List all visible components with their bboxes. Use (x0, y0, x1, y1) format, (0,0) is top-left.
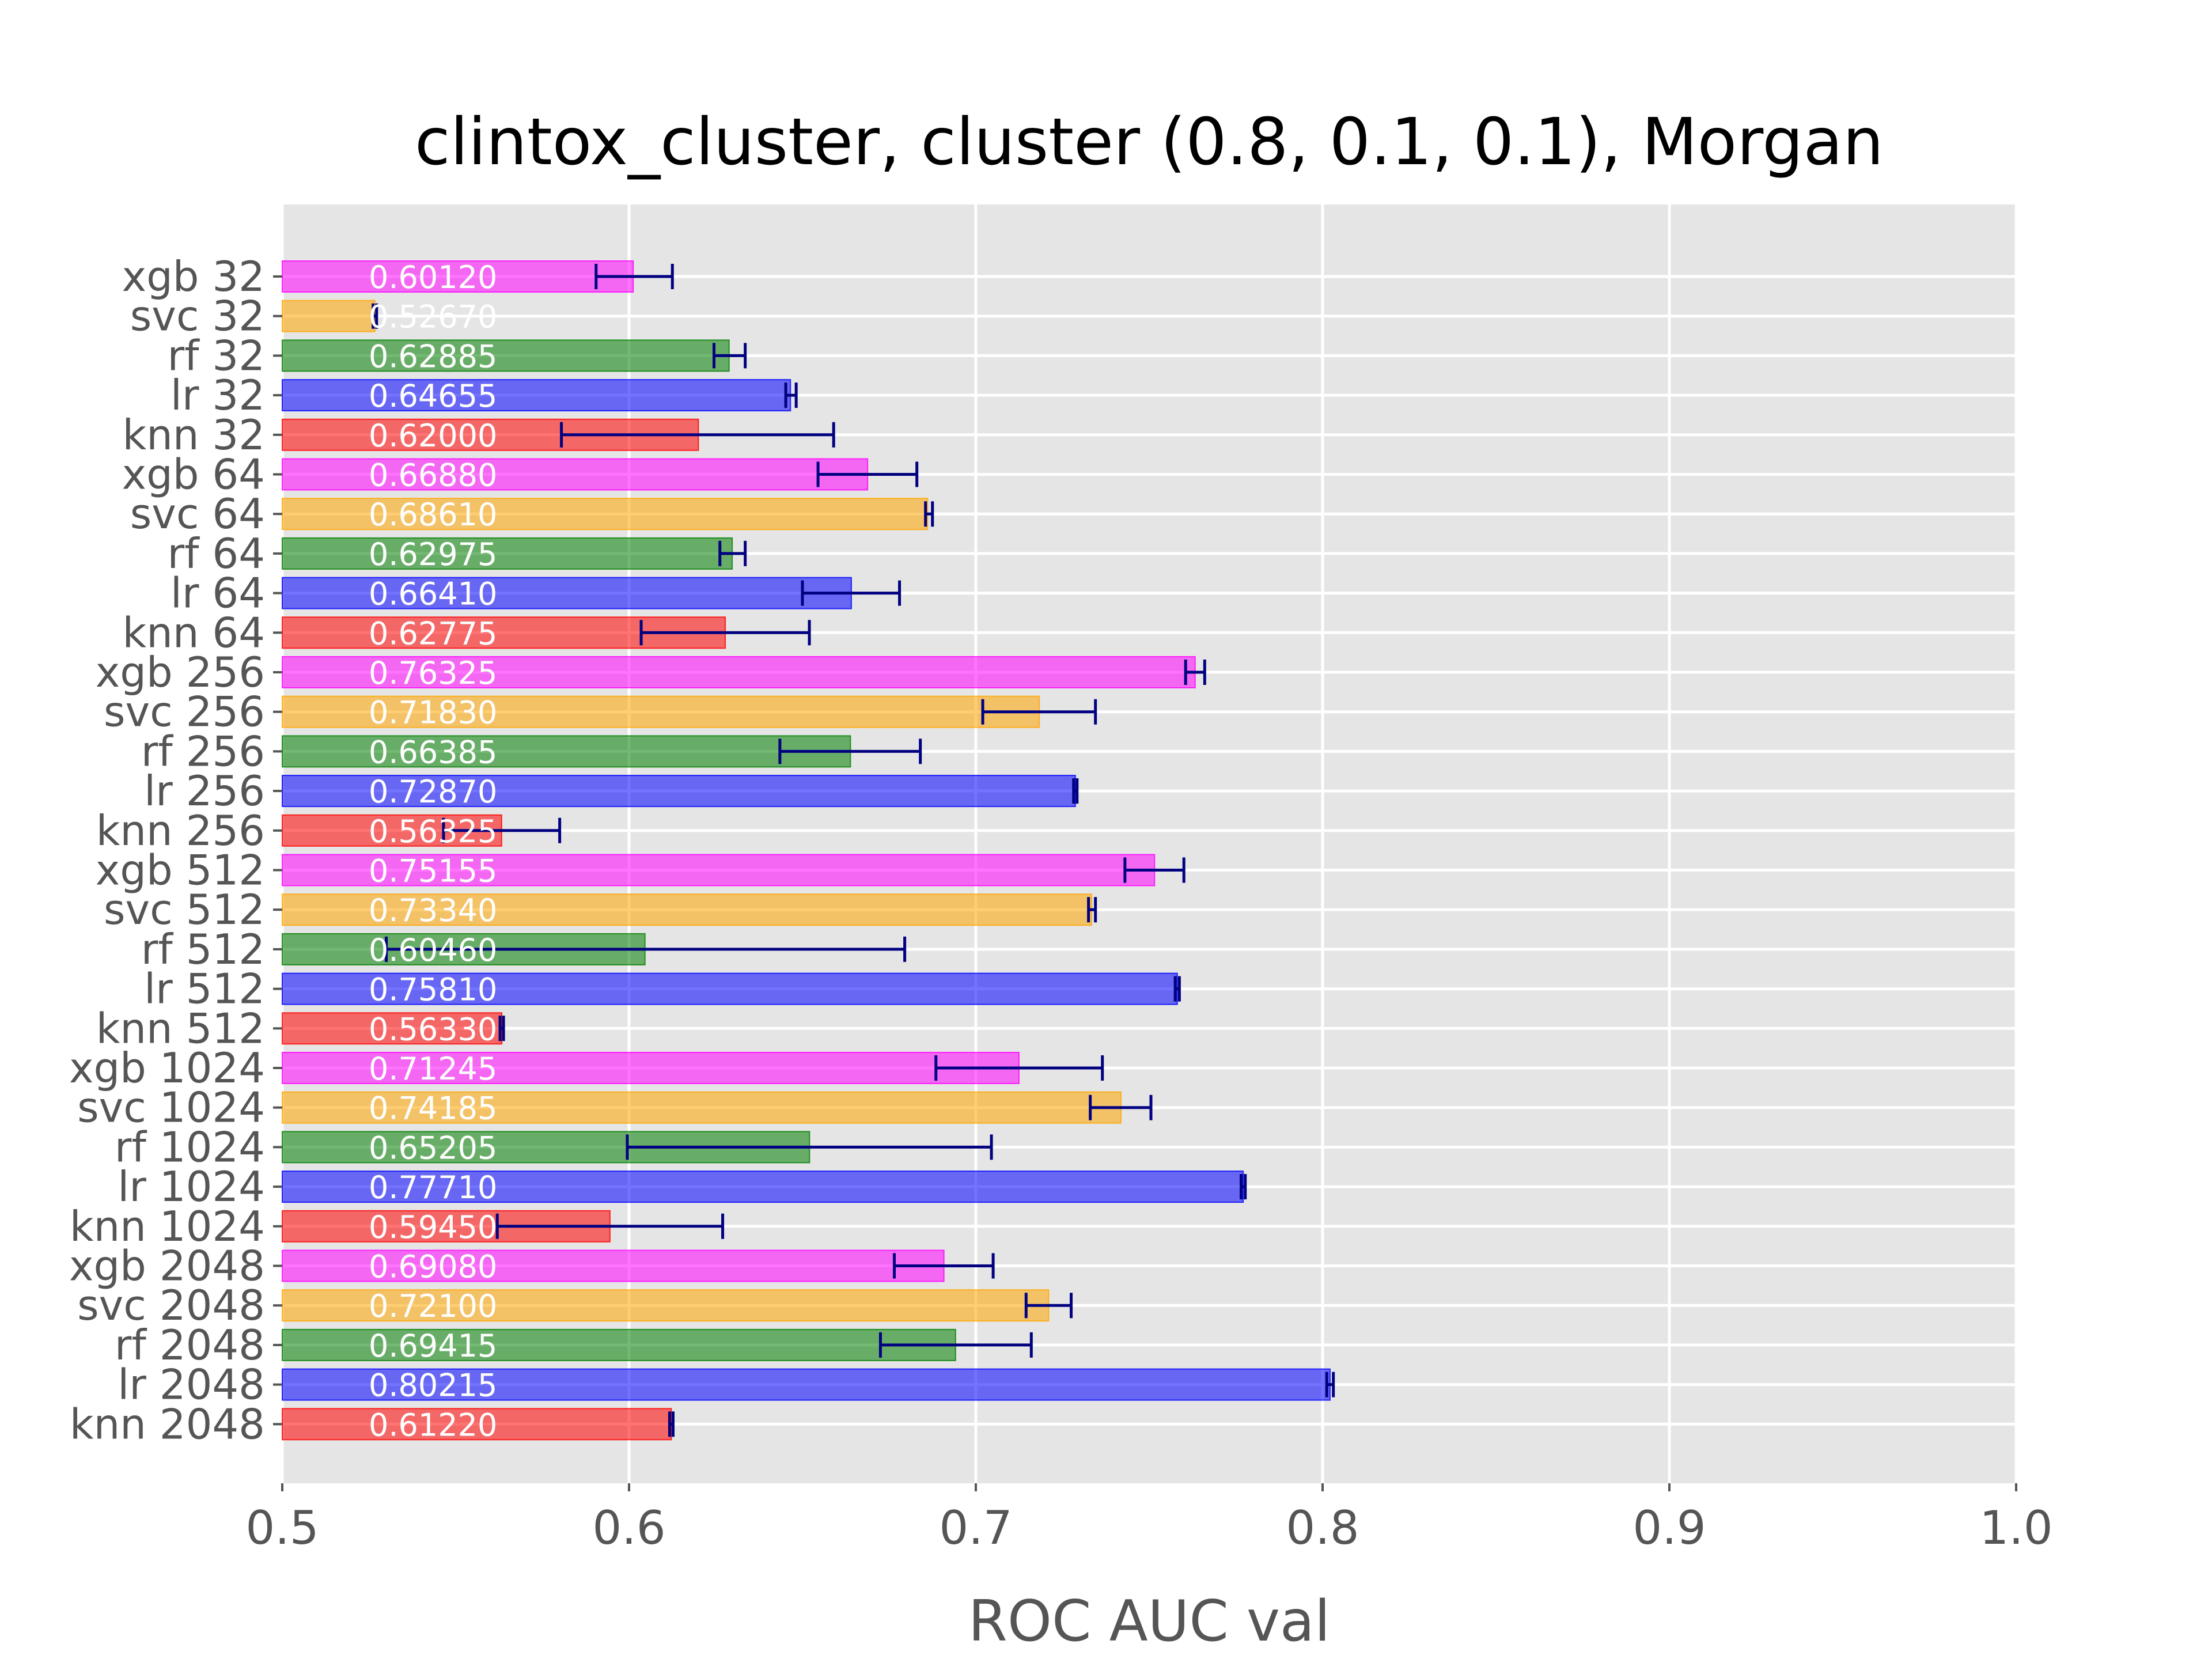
chart-title: clintox_cluster, cluster (0.8, 0.1, 0.1)… (415, 105, 1884, 180)
bar-xgb-512 (282, 854, 1156, 887)
y-tick-label: knn 1024 (70, 1202, 265, 1251)
bar-value-label: 0.75810 (369, 972, 497, 1008)
bar-lr-256 (282, 775, 1076, 808)
bar-value-label: 0.52670 (369, 299, 497, 335)
y-tick-label: svc 32 (130, 292, 265, 340)
y-tick-label: xgb 1024 (69, 1044, 265, 1092)
bar-value-label: 0.69080 (369, 1249, 497, 1285)
y-tick-label: lr 64 (171, 569, 265, 618)
bar-lr-32 (282, 379, 791, 412)
bar-rf-64 (282, 537, 733, 570)
y-tick-label: rf 1024 (115, 1123, 265, 1171)
y-tick-label: rf 512 (141, 925, 265, 974)
bar-value-label: 0.60460 (369, 932, 497, 968)
bar-value-label: 0.71830 (369, 695, 497, 731)
bar-value-label: 0.61220 (369, 1407, 497, 1443)
bar-value-label: 0.72100 (369, 1288, 497, 1324)
bar-value-label: 0.66385 (369, 734, 497, 770)
y-tick-label: xgb 256 (96, 648, 265, 696)
bar-value-label: 0.62000 (369, 418, 497, 454)
y-tick-label: rf 64 (168, 529, 265, 578)
bar-value-label: 0.60120 (369, 259, 497, 296)
bar-lr-2048 (282, 1368, 1331, 1401)
x-axis-label: ROC AUC val (968, 1589, 1330, 1654)
bar-lr-1024 (282, 1171, 1244, 1203)
bar-rf-256 (282, 735, 851, 768)
bar-rf-32 (282, 339, 730, 372)
bar-value-label: 0.66410 (369, 576, 497, 612)
y-tick-label: xgb 2048 (69, 1242, 265, 1290)
bar-value-label: 0.62885 (369, 338, 497, 374)
bar-value-label: 0.66880 (369, 457, 497, 494)
y-tick-label: knn 512 (96, 1004, 265, 1052)
y-tick-label: lr 256 (144, 767, 265, 815)
y-tick-label: rf 2048 (115, 1321, 265, 1369)
x-axis-ticks: 0.5 0.6 0.7 0.8 0.9 1.0 (245, 1483, 2053, 1555)
bar-value-label: 0.64655 (369, 378, 497, 414)
bar-rf-2048 (282, 1328, 956, 1361)
bar-value-label: 0.69415 (369, 1328, 497, 1364)
y-tick-label: lr 512 (144, 965, 265, 1013)
y-tick-label: rf 256 (141, 727, 265, 775)
y-tick-label: rf 32 (168, 331, 265, 380)
bar-value-label: 0.75155 (369, 853, 497, 889)
bar-value-label: 0.56325 (369, 813, 497, 850)
bar-value-label: 0.74185 (369, 1090, 497, 1127)
bar-value-label: 0.65205 (369, 1130, 497, 1166)
bar-xgb-1024 (282, 1052, 1020, 1084)
bar-svc-32 (282, 300, 376, 332)
bar-value-label: 0.59450 (369, 1209, 497, 1245)
bar-value-label: 0.71245 (369, 1051, 497, 1087)
x-tick-label: 0.8 (1286, 1501, 1359, 1555)
y-tick-label: xgb 64 (122, 450, 265, 499)
y-tick-label: knn 64 (123, 608, 265, 657)
y-tick-label: xgb 512 (96, 846, 265, 895)
bar-value-label: 0.68610 (369, 497, 497, 533)
y-tick-label: lr 1024 (118, 1162, 265, 1211)
bar-value-label: 0.76325 (369, 655, 497, 691)
x-tick-label: 0.9 (1633, 1501, 1706, 1555)
bar-value-label: 0.56330 (369, 1011, 497, 1047)
y-tick-label: knn 256 (96, 806, 265, 855)
x-tick-label: 0.7 (939, 1501, 1012, 1555)
bar-knn-512 (282, 1012, 503, 1045)
bar-lr-64 (282, 577, 852, 609)
y-tick-label: lr 2048 (118, 1361, 265, 1409)
y-tick-label: lr 32 (171, 371, 265, 419)
error-bars (372, 264, 1335, 1437)
x-tick-label: 1.0 (1979, 1501, 2052, 1555)
y-tick-label: knn 2048 (70, 1400, 265, 1448)
bar-svc-512 (282, 893, 1093, 926)
x-tick-label: 0.5 (245, 1501, 319, 1555)
bar-xgb-2048 (282, 1249, 945, 1282)
bar-xgb-64 (282, 458, 869, 491)
bar-svc-64 (282, 498, 929, 531)
bar-svc-256 (282, 695, 1040, 728)
bar-value-label: 0.62975 (369, 536, 497, 573)
y-tick-label: xgb 32 (122, 252, 265, 301)
bar-value-label: 0.72870 (369, 774, 497, 810)
y-tick-label: knn 32 (123, 411, 265, 459)
x-tick-label: 0.6 (592, 1501, 665, 1555)
y-tick-label: svc 256 (104, 688, 265, 736)
bar-value-label: 0.62775 (369, 615, 497, 652)
y-tick-label: svc 64 (130, 490, 265, 538)
y-tick-label: svc 1024 (77, 1084, 265, 1132)
bar-value-label: 0.80215 (369, 1368, 497, 1404)
gridlines (281, 204, 2018, 1483)
bar-value-label: 0.73340 (369, 892, 497, 929)
bar-svc-1024 (282, 1091, 1122, 1124)
y-tick-label: svc 512 (104, 885, 265, 934)
y-tick-label: svc 2048 (77, 1281, 265, 1330)
bar-value-label: 0.77710 (369, 1169, 497, 1206)
